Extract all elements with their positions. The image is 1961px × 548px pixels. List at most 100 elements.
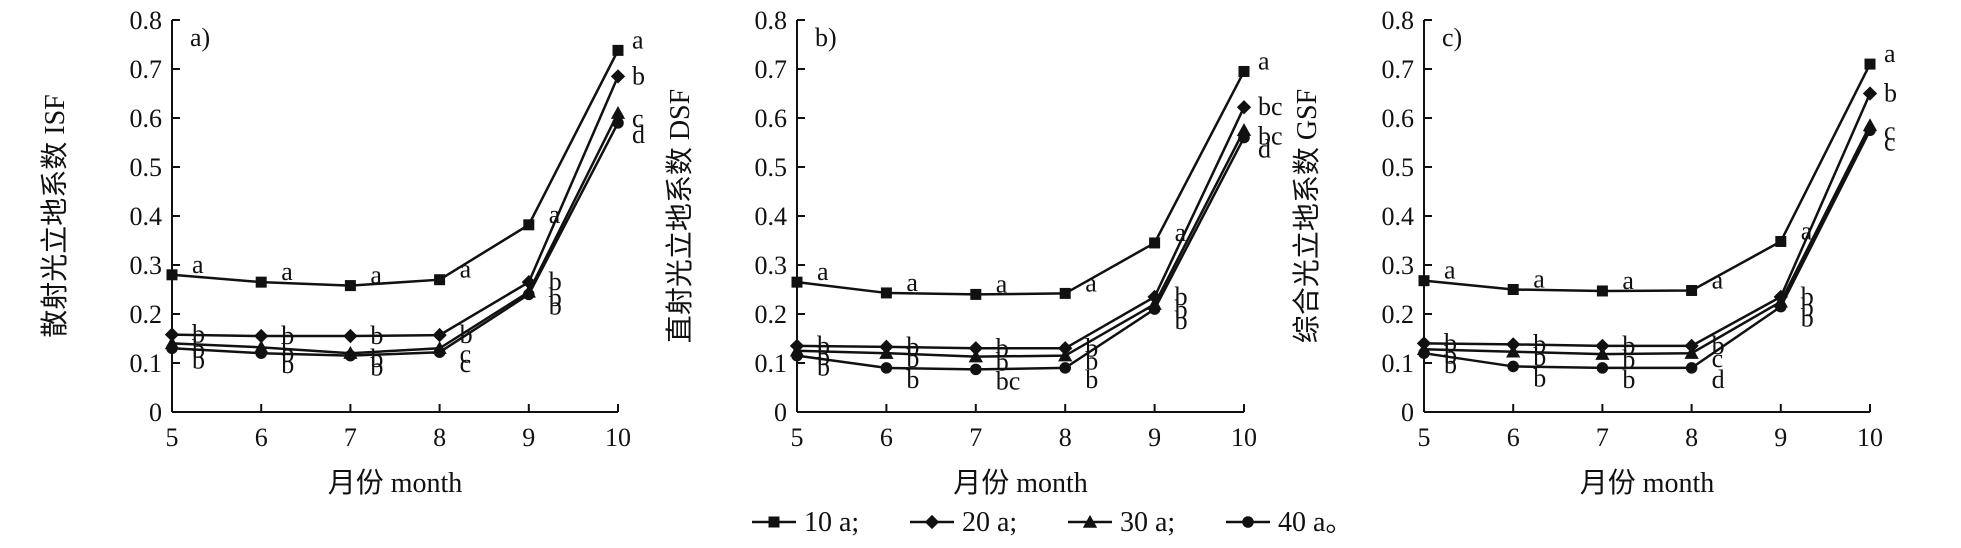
significance-letter: c — [460, 339, 472, 368]
legend-marker-square — [768, 516, 780, 528]
significance-letter: b — [817, 353, 830, 382]
significance-letter: a — [370, 261, 382, 290]
data-point — [1862, 86, 1878, 101]
significance-letter: a — [281, 257, 293, 286]
data-point — [880, 362, 893, 374]
data-point — [968, 341, 983, 356]
data-point — [521, 275, 536, 290]
x-tick-label: 5 — [166, 423, 179, 452]
data-point — [433, 346, 446, 358]
significance-letter: b — [1622, 331, 1635, 360]
legend-marker-triangle — [1082, 514, 1098, 528]
y-tick-label: 0.6 — [130, 104, 163, 133]
data-point — [255, 347, 267, 359]
y-tick-label: 0.4 — [130, 202, 163, 231]
data-point — [1149, 237, 1161, 249]
data-point — [344, 280, 356, 292]
data-point — [1775, 235, 1787, 247]
data-point — [523, 288, 535, 301]
series-line-30a — [1423, 124, 1872, 356]
data-point — [1418, 347, 1430, 359]
panel-label: a) — [190, 23, 210, 52]
y-tick-label: 0.7 — [1382, 55, 1415, 84]
data-point — [612, 117, 624, 129]
legend-marker-diamond — [924, 514, 940, 530]
data-point — [1059, 287, 1071, 299]
significance-letter: a — [192, 250, 204, 279]
data-point — [610, 105, 626, 119]
significance-letter: a — [906, 268, 918, 297]
data-point — [1058, 348, 1073, 362]
significance-letter: a — [1712, 265, 1724, 294]
data-point — [434, 274, 446, 286]
x-tick-label: 6 — [880, 423, 893, 452]
significance-letter: b — [1622, 345, 1635, 374]
significance-letter: bc — [1258, 121, 1283, 150]
y-axis-title: 综合光立地系数 GSF — [1291, 89, 1323, 343]
significance-letter: b — [1533, 363, 1546, 392]
significance-letter: b — [1801, 304, 1814, 333]
significance-letter: b — [1712, 331, 1725, 360]
x-tick-label: 9 — [1148, 423, 1161, 452]
data-point — [1596, 362, 1609, 374]
significance-letter: a — [1884, 39, 1896, 68]
significance-letter: d — [1258, 135, 1271, 164]
y-tick-label: 0.3 — [130, 251, 163, 280]
series-line-40a — [171, 122, 620, 357]
x-tick-label: 5 — [1418, 423, 1431, 452]
data-point — [432, 327, 447, 343]
x-axis-title: 月份 month — [953, 467, 1088, 499]
legend-item-label: 40 a。 — [1278, 507, 1353, 538]
significance-letter: b — [817, 331, 830, 360]
data-point — [1506, 337, 1521, 352]
x-tick-label: 6 — [255, 423, 268, 452]
data-point — [1684, 346, 1699, 359]
significance-letter: bc — [1258, 92, 1283, 121]
x-tick-label: 7 — [344, 423, 357, 452]
significance-letter: a — [1622, 266, 1634, 295]
y-tick-label: 0.7 — [130, 55, 163, 84]
data-point — [1058, 341, 1073, 356]
x-tick-label: 10 — [605, 423, 631, 452]
y-tick-label: 0.7 — [755, 55, 788, 84]
y-tick-label: 0.2 — [130, 300, 163, 329]
data-point — [610, 69, 626, 84]
y-tick-label: 0.3 — [1382, 251, 1415, 280]
series-line-20a — [1423, 92, 1872, 348]
y-tick-label: 0.2 — [1382, 300, 1415, 329]
panel-label: b) — [815, 23, 837, 52]
y-tick-label: 0 — [1401, 398, 1414, 427]
significance-letter: c — [1884, 127, 1896, 156]
series-line-20a — [171, 75, 620, 338]
significance-letter: b — [1801, 293, 1814, 322]
data-point — [1595, 338, 1610, 353]
legend-item-label: 10 a; — [804, 507, 859, 538]
series-line-30a — [796, 129, 1246, 358]
x-tick-label: 7 — [969, 423, 982, 452]
significance-letter: b — [281, 350, 294, 379]
significance-letter: b — [906, 332, 919, 361]
y-tick-label: 0.2 — [755, 300, 788, 329]
data-point — [791, 276, 803, 288]
data-point — [1864, 124, 1876, 137]
significance-letter: c — [1884, 116, 1896, 145]
chart-panel-3: 0 0.1 0.2 0.3 0.4 0.5 0.6 0.7 0.8 5 6 7 8 9 10 月份 month… — [1291, 6, 1897, 499]
significance-letter: b — [1085, 347, 1098, 376]
y-tick-label: 0.4 — [1382, 202, 1415, 231]
data-point — [1685, 362, 1698, 374]
significance-letter: d — [1712, 365, 1725, 394]
y-tick-label: 0.4 — [755, 202, 788, 231]
panel-label: c) — [1442, 23, 1462, 52]
data-point — [879, 346, 894, 359]
data-point — [1236, 100, 1252, 115]
x-tick-label: 5 — [791, 423, 804, 452]
series-line-30a — [171, 112, 620, 355]
significance-letter: b — [1884, 79, 1897, 108]
significance-letter: b — [549, 283, 562, 312]
y-tick-label: 0.1 — [755, 349, 788, 378]
significance-letter: b — [192, 334, 205, 363]
significance-letter: b — [192, 320, 205, 349]
legend-item-label: 30 a; — [1120, 507, 1175, 538]
significance-letter: bc — [996, 366, 1021, 395]
data-point — [612, 44, 624, 56]
